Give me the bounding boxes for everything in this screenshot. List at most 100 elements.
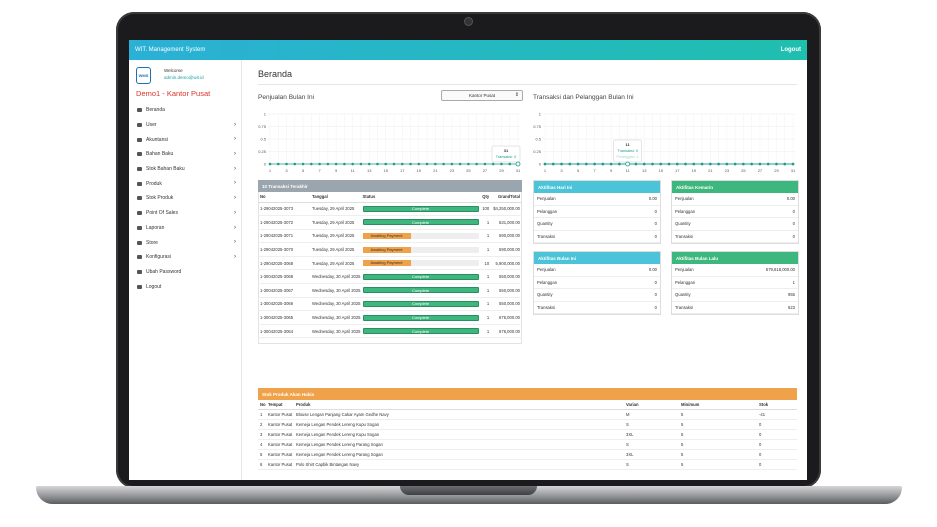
- table-row[interactable]: 1-29042025-3073 Tuesday, 29 April 2025 Com…: [258, 202, 522, 217]
- table-row[interactable]: 6 Kantor Pusat Polo Shirt Capbik Bintangan…: [258, 459, 797, 470]
- data-point[interactable]: [318, 162, 321, 166]
- data-point[interactable]: [585, 162, 588, 166]
- tx-status-cell: Complete: [360, 215, 481, 230]
- data-point[interactable]: [733, 162, 737, 166]
- table-row[interactable]: 3 Kantor Pusat Kemeja Lengan Pendek Lereng…: [258, 429, 797, 440]
- sidebar-item-user[interactable]: User ›: [129, 118, 242, 133]
- data-point[interactable]: [576, 162, 580, 166]
- data-point[interactable]: [293, 162, 297, 166]
- data-point[interactable]: [601, 162, 605, 166]
- data-point[interactable]: [593, 162, 596, 166]
- table-row[interactable]: 1-30042025-3065 Wednesday, 30 April 2025 C…: [258, 310, 522, 325]
- tx-date: Wednesday, 30 April 2025: [310, 283, 361, 298]
- data-point[interactable]: [475, 162, 478, 166]
- data-point[interactable]: [783, 162, 787, 166]
- table-row[interactable]: 1 Kantor Pusat Blouse Lengan Panjang Cakar…: [258, 409, 797, 420]
- activity-value: 0: [792, 221, 795, 227]
- data-point[interactable]: [750, 162, 753, 166]
- data-point[interactable]: [442, 162, 445, 166]
- data-point[interactable]: [709, 162, 712, 166]
- sidebar-item-bahan-baku[interactable]: Bahan Baku ›: [129, 147, 242, 162]
- data-point[interactable]: [384, 162, 388, 166]
- data-point[interactable]: [491, 162, 495, 166]
- table-row[interactable]: 1-29042025-3070 Tuesday, 29 April 2025 Awa…: [258, 242, 522, 257]
- data-point[interactable]: [667, 162, 671, 166]
- x-tick-label: 15: [659, 168, 664, 173]
- store-select[interactable]: Kantor Pusat ⇕: [441, 90, 523, 101]
- data-point[interactable]: [692, 162, 696, 166]
- data-point[interactable]: [725, 162, 729, 166]
- sidebar-item-beranda[interactable]: Beranda: [129, 103, 242, 118]
- sidebar-item-akuntansi[interactable]: Akuntansi ›: [129, 132, 242, 147]
- data-point[interactable]: [543, 162, 547, 166]
- activity-label: Penjualan: [675, 267, 694, 273]
- data-point[interactable]: [717, 162, 720, 166]
- data-point[interactable]: [609, 162, 613, 166]
- data-point[interactable]: [326, 162, 330, 166]
- data-point[interactable]: [434, 162, 437, 166]
- data-point[interactable]: [700, 162, 704, 166]
- data-point[interactable]: [376, 162, 379, 166]
- data-point[interactable]: [343, 162, 346, 166]
- data-point[interactable]: [642, 162, 646, 166]
- table-row[interactable]: 5 Kantor Pusat Kemeja Lengan Pendek Lereng…: [258, 449, 797, 460]
- data-point[interactable]: [400, 162, 404, 166]
- table-row[interactable]: 4 Kantor Pusat Kemeja Lengan Pendek Lereng…: [258, 439, 797, 450]
- data-point[interactable]: [276, 162, 280, 166]
- data-point[interactable]: [560, 162, 563, 166]
- table-row[interactable]: 1-30042025-3067 Wednesday, 30 April 2025 C…: [258, 283, 522, 298]
- table-row[interactable]: 1-30042025-3064 Wednesday, 30 April 2025 C…: [258, 324, 522, 339]
- sidebar-item-store[interactable]: Store ›: [129, 235, 242, 250]
- data-point[interactable]: [659, 162, 663, 166]
- sidebar-item-logout[interactable]: Logout: [129, 279, 242, 294]
- data-point[interactable]: [425, 162, 429, 166]
- data-point[interactable]: [551, 162, 555, 166]
- data-point[interactable]: [766, 162, 770, 166]
- app-title[interactable]: WIT. Management System: [135, 47, 206, 53]
- data-point[interactable]: [417, 162, 421, 166]
- data-point[interactable]: [310, 162, 313, 166]
- y-tick-label: 0.25: [258, 149, 267, 154]
- table-row[interactable]: 1-30042025-3066 Wednesday, 30 April 2025 C…: [258, 297, 522, 312]
- data-point[interactable]: [742, 162, 745, 166]
- data-point[interactable]: [775, 162, 778, 166]
- data-point[interactable]: [758, 162, 762, 166]
- data-point[interactable]: [392, 162, 396, 166]
- data-point[interactable]: [301, 162, 305, 166]
- data-point[interactable]: [450, 162, 454, 166]
- data-point[interactable]: [483, 162, 487, 166]
- data-point[interactable]: [359, 162, 363, 166]
- data-point[interactable]: [568, 162, 572, 166]
- y-tick-label: 0.75: [258, 124, 267, 129]
- sidebar-item-konfigurasi[interactable]: Konfigurasi ›: [129, 250, 242, 265]
- data-point[interactable]: [684, 162, 687, 166]
- sidebar-item-stok-produk[interactable]: Stok Produk ›: [129, 191, 242, 206]
- data-point[interactable]: [351, 162, 354, 166]
- sidebar-item-stok-bahan-baku[interactable]: Stok Bahan Baku ›: [129, 162, 242, 177]
- data-point[interactable]: [618, 162, 621, 166]
- data-point[interactable]: [334, 162, 338, 166]
- data-point[interactable]: [791, 162, 795, 166]
- data-point[interactable]: [634, 162, 638, 166]
- table-row[interactable]: 1-30042025-3068 Wednesday, 30 April 2025 C…: [258, 269, 522, 285]
- data-point[interactable]: [268, 162, 272, 166]
- logout-link[interactable]: Logout: [780, 47, 801, 53]
- table-row[interactable]: 1-29042025-3072 Tuesday, 29 April 2025 Com…: [258, 215, 522, 230]
- tx-date: Wednesday, 30 April 2025: [310, 297, 361, 312]
- data-point[interactable]: [367, 162, 371, 166]
- data-point[interactable]: [651, 162, 654, 166]
- sidebar-item-point-of-sales[interactable]: Point Of Sales ›: [129, 206, 242, 221]
- sidebar-item-ubah-password[interactable]: Ubah Password: [129, 265, 242, 280]
- sidebar-item-laporan[interactable]: Laporan ›: [129, 221, 242, 236]
- data-point[interactable]: [285, 162, 288, 166]
- data-point[interactable]: [508, 162, 512, 166]
- data-point[interactable]: [458, 162, 462, 166]
- data-point[interactable]: [409, 162, 412, 166]
- table-row[interactable]: 1-29042025-3068 Tuesday, 29 April 2025 Awa…: [258, 256, 522, 271]
- data-point[interactable]: [675, 162, 679, 166]
- data-point[interactable]: [500, 162, 503, 166]
- sidebar-item-produk[interactable]: Produk ›: [129, 176, 242, 191]
- table-row[interactable]: 1-29042025-3071 Tuesday, 29 April 2025 Awa…: [258, 229, 522, 244]
- data-point[interactable]: [467, 162, 470, 166]
- table-row[interactable]: 2 Kantor Pusat Kemeja Lengan Pendek Lereng…: [258, 419, 797, 430]
